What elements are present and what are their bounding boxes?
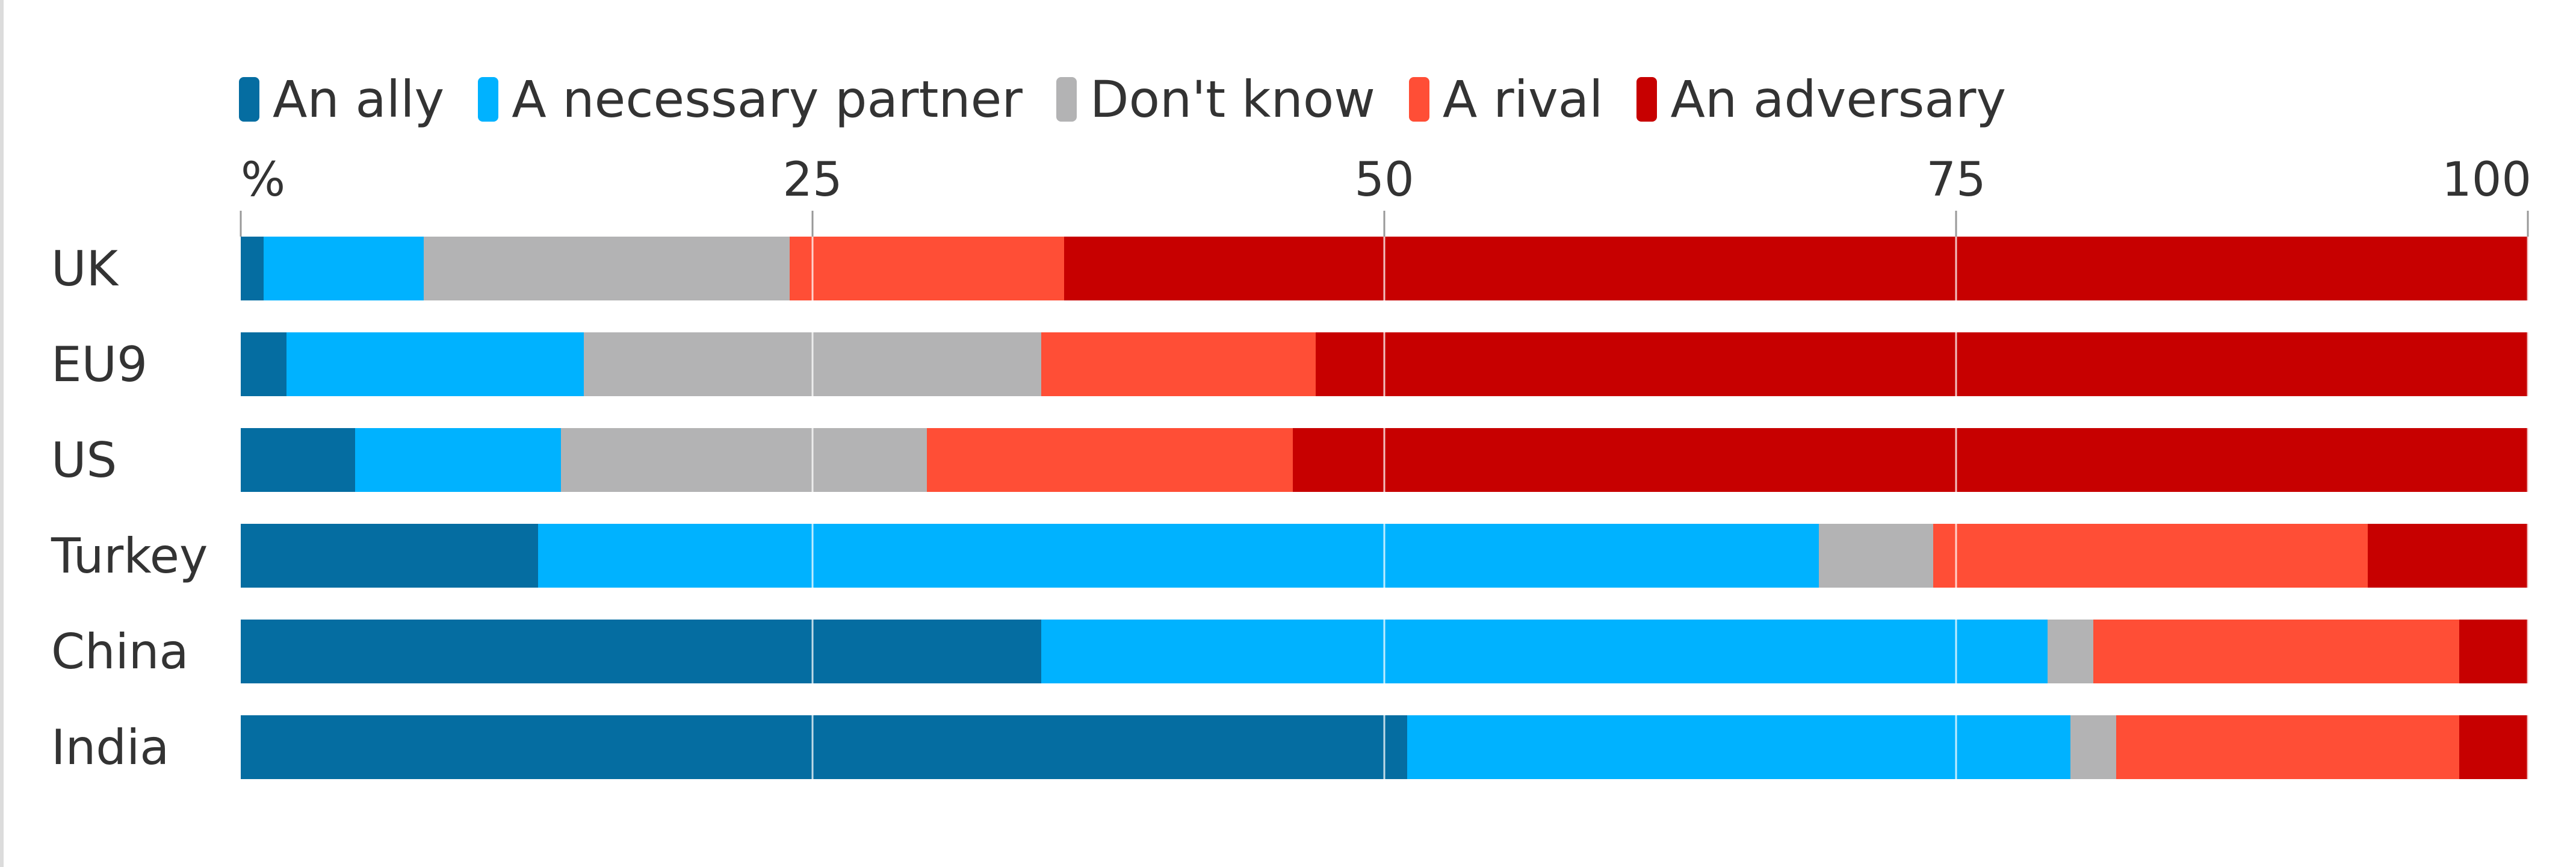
bar-segment [1041, 620, 2048, 683]
bar-segment [2459, 620, 2528, 683]
legend-item-necessary-partner: A necessary partner [478, 74, 1023, 125]
bar-segment [1064, 237, 2528, 300]
bar-segment [2368, 524, 2528, 588]
x-tick-label: 25 [782, 153, 842, 207]
bar-segment [1316, 332, 2528, 396]
category-label: US [51, 432, 117, 488]
bar-segment [790, 237, 1065, 300]
bar-segment [355, 428, 562, 492]
bar-segment [241, 237, 264, 300]
legend-item-dont-know: Don't know [1056, 74, 1375, 125]
bar-segment [1407, 715, 2071, 779]
legend-swatch-necessary-partner [478, 77, 499, 122]
legend-label-ally: An ally [273, 70, 445, 129]
legend-label-rival: A rival [1442, 70, 1603, 129]
legend-swatch-adversary [1636, 77, 1658, 122]
bar-segment [927, 428, 1293, 492]
bar-segment [286, 332, 584, 396]
legend-label-adversary: An adversary [1670, 70, 2007, 129]
bar-segment [1819, 524, 1934, 588]
category-label: UK [51, 241, 120, 297]
legend: An ally A necessary partner Don't know A… [239, 66, 2040, 132]
bar-segment [561, 428, 927, 492]
category-label: China [51, 624, 189, 680]
x-tick-label: 100 [2442, 153, 2531, 207]
bar-segment [1293, 428, 2528, 492]
bar-segment [241, 428, 356, 492]
category-label: EU9 [51, 337, 147, 393]
bar-segment [2093, 620, 2460, 683]
bar-segment [241, 524, 539, 588]
category-label: India [51, 719, 169, 775]
bar-segment [2459, 715, 2528, 779]
category-label: Turkey [51, 528, 208, 584]
bar-segment [424, 237, 790, 300]
x-tick-label: % [241, 153, 285, 207]
bar-segment [2116, 715, 2460, 779]
legend-swatch-rival [1408, 77, 1429, 122]
legend-label-dont-know: Don't know [1089, 70, 1375, 129]
x-tick-label: 75 [1926, 153, 1986, 207]
legend-item-ally: An ally [239, 74, 444, 125]
left-border [0, 0, 4, 867]
bar-segment [241, 715, 1408, 779]
bar-segment [264, 237, 424, 300]
bar-segment [1933, 524, 2368, 588]
x-tick-label: 50 [1354, 153, 1414, 207]
bar-segment [538, 524, 1819, 588]
bar-segment [2070, 715, 2117, 779]
legend-label-necessary-partner: A necessary partner [512, 70, 1023, 129]
legend-swatch-dont-know [1056, 77, 1077, 122]
legend-item-rival: A rival [1408, 70, 1603, 129]
legend-item-adversary: An adversary [1636, 74, 2006, 125]
bar-segment [241, 332, 287, 396]
legend-swatch-ally [239, 77, 259, 122]
bar-segment [2048, 620, 2094, 683]
bar-segment [1041, 332, 1316, 396]
bar-segment [241, 620, 1042, 683]
